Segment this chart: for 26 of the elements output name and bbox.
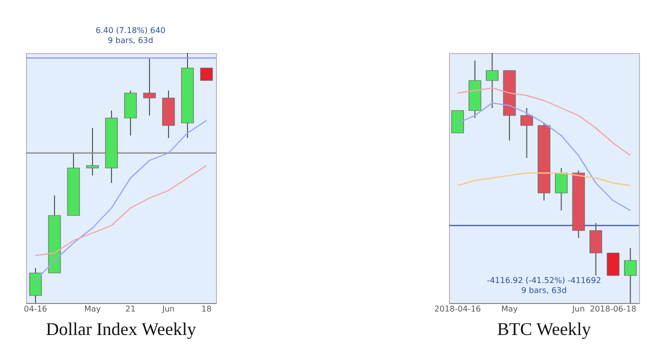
x-tick-label: 18 [201,304,212,314]
x-tick-label: May [84,304,102,314]
candlestick [29,268,42,304]
text: 9 bars, 63d [108,36,154,45]
candlestick [624,248,637,304]
x-tick-label: 2018-04-16 [434,304,481,314]
candlestick [200,68,213,81]
candlestick [554,168,568,211]
x-tick-label: 2018-06-18 [590,304,636,314]
x-tick-label: Jun [571,304,585,314]
candlestick [520,108,534,158]
text: 6.40 (7.18%) 640 [96,26,166,35]
candlestick [451,110,464,134]
candlestick [606,252,620,276]
candlestick [486,52,498,108]
x-tick-label: 04-16 [24,304,48,314]
text: BTC Weekly [497,319,591,339]
x-tick-label: May [501,304,518,314]
candlestick [86,128,99,176]
x-tick-label: Jun [161,304,175,314]
annotation: -4116.92 (-41.52%) -411692 [486,276,602,285]
x-tick-label: 21 [125,304,136,314]
candlestick [143,58,156,116]
candlestick [590,222,602,276]
annotation: 9 bars, 63d [521,286,567,295]
text: Dollar Index Weekly [46,319,196,339]
